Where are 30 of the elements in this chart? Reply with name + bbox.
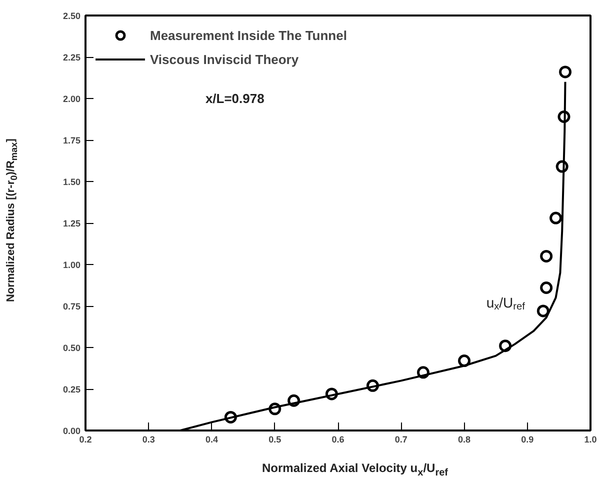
x-tick-label: 0.7 bbox=[394, 434, 408, 444]
y-tick-label: 0.00 bbox=[62, 426, 81, 436]
legend-label: Measurement Inside The Tunnel bbox=[150, 28, 347, 42]
point bbox=[559, 66, 572, 78]
y-tick-label: 2.00 bbox=[62, 94, 81, 104]
y-tick-label: 1.50 bbox=[62, 177, 81, 187]
y-tick-label: 0.50 bbox=[62, 343, 81, 353]
y-tick-label: 2.25 bbox=[62, 52, 81, 62]
y-tick-label: 1.00 bbox=[62, 260, 81, 270]
point bbox=[458, 354, 470, 368]
x-tick-label: 0.9 bbox=[521, 434, 534, 444]
point bbox=[536, 304, 550, 318]
x-tick-label: 0.4 bbox=[205, 434, 218, 444]
y-tick-label: 2.50 bbox=[62, 11, 81, 21]
x-tick-label: 0.6 bbox=[332, 434, 344, 444]
y-tick-label: 1.75 bbox=[62, 136, 81, 146]
y-tick-label: 1.25 bbox=[62, 218, 81, 228]
x-tick-label: 0.8 bbox=[458, 434, 471, 444]
x-tick-label: 1.0 bbox=[584, 434, 597, 444]
y-tick-label: 0.75 bbox=[62, 302, 81, 312]
point bbox=[550, 212, 562, 224]
y-tick-label: 0.25 bbox=[62, 384, 81, 394]
x-tick-label: 0.2 bbox=[79, 434, 92, 444]
x-axis-title: Normalized Axial Velocity u$_{x}$/U$_{ref}$ bbox=[261, 461, 449, 478]
legend-label: Viscous Inviscid Theory bbox=[150, 52, 299, 66]
annotation: x/L=0.978 bbox=[205, 91, 264, 106]
x-tick-label: 0.5 bbox=[268, 434, 282, 444]
point bbox=[540, 250, 553, 262]
point bbox=[540, 282, 553, 294]
x-tick-label: 0.3 bbox=[142, 434, 155, 444]
